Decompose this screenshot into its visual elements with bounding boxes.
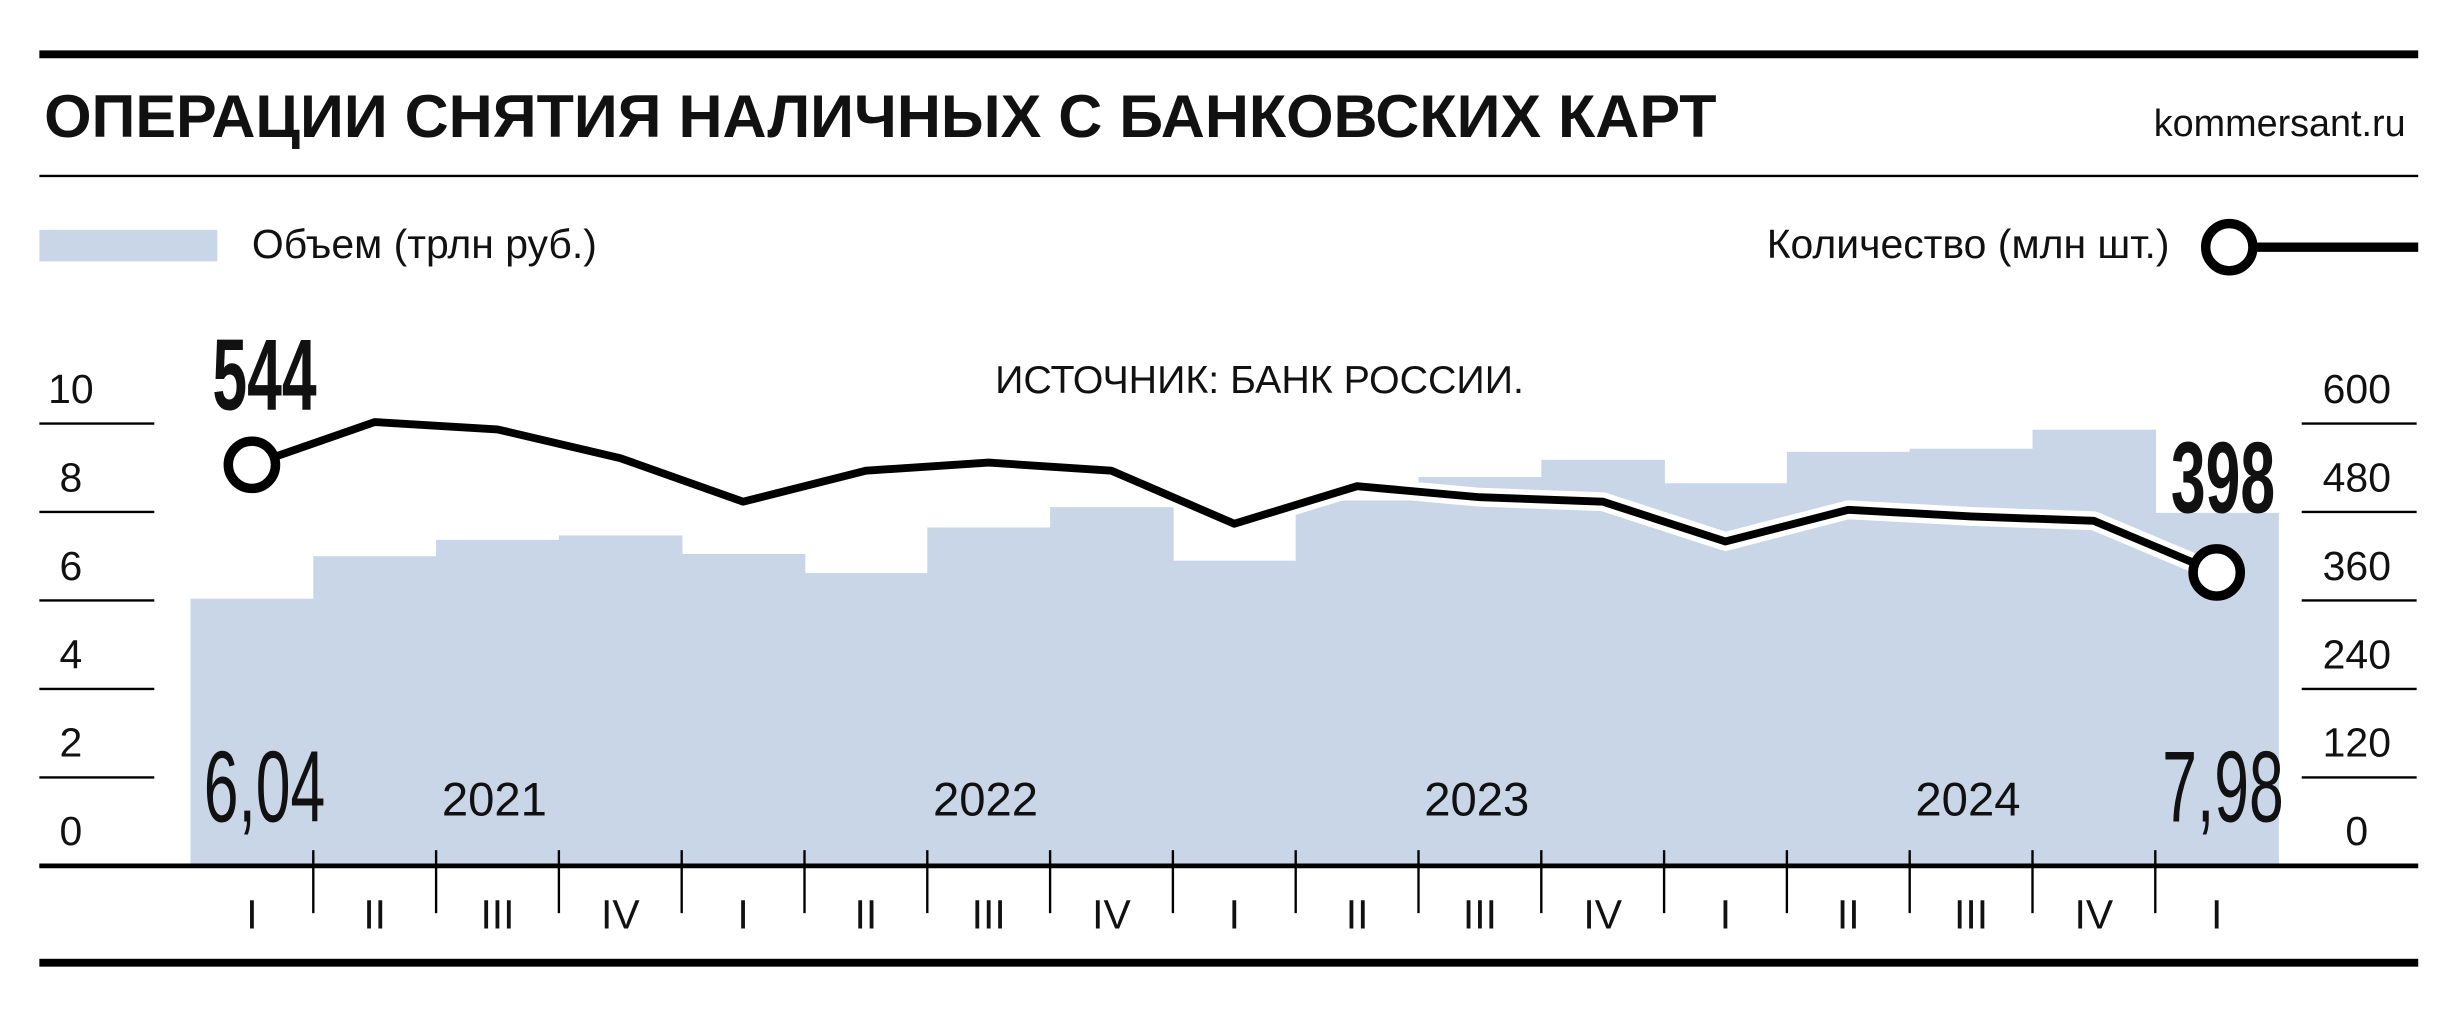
- x-tick-label: III: [480, 892, 514, 938]
- bar: [313, 556, 437, 866]
- x-tick-label: I: [1720, 892, 1731, 938]
- y2-tick-label: 600: [2323, 366, 2391, 412]
- bar: [1541, 459, 1665, 866]
- bar: [190, 598, 315, 866]
- x-tick-label: III: [972, 892, 1006, 938]
- legend-label: Объем (трлн руб.): [252, 221, 597, 267]
- x-tick-label: III: [1954, 892, 1988, 938]
- value-label: 7,98: [2162, 730, 2284, 843]
- bar: [1050, 507, 1174, 866]
- year-label: 2022: [933, 773, 1038, 826]
- top-rule: [39, 50, 2419, 59]
- source-site: kommersant.ru: [2154, 103, 2406, 145]
- bottom-rule: [39, 958, 2419, 967]
- bar: [804, 573, 929, 866]
- legend-swatch: [39, 229, 218, 262]
- y2-tick-label: 0: [2345, 808, 2368, 854]
- chart-title: ОПЕРАЦИИ СНЯТИЯ НАЛИЧНЫХ С БАНКОВСКИХ КА…: [44, 83, 1717, 150]
- bar: [681, 554, 806, 866]
- y2-tick-label: 480: [2323, 454, 2391, 500]
- value-label: 6,04: [204, 730, 326, 843]
- year-label: 2024: [1915, 773, 2020, 826]
- x-tick-label: IV: [1583, 892, 1622, 938]
- year-label: 2023: [1424, 773, 1529, 826]
- x-tick-label: I: [246, 892, 257, 938]
- y-tick-label: 6: [59, 543, 82, 589]
- x-tick-label: II: [363, 892, 386, 938]
- legend-marker: [2200, 218, 2258, 276]
- x-tick-label: II: [1837, 892, 1860, 938]
- x-tick-label: I: [737, 892, 748, 938]
- value-label: 398: [2171, 421, 2275, 534]
- y2-tick-label: 360: [2323, 543, 2391, 589]
- x-tick-label: IV: [1092, 892, 1131, 938]
- year-label: 2021: [442, 773, 547, 826]
- line: [250, 418, 2219, 577]
- y-tick-label: 0: [59, 808, 82, 854]
- y-tick-label: 4: [59, 631, 82, 677]
- annotation: ИСТОЧНИК: БАНК РОССИИ.: [995, 358, 1524, 402]
- x-tick-label: I: [2211, 892, 2222, 938]
- x-tick-label: II: [855, 892, 878, 938]
- y-tick-label: 2: [59, 720, 82, 766]
- y-tick-label: 10: [48, 366, 94, 412]
- y2-tick-label: 240: [2323, 631, 2391, 677]
- x-tick-label: III: [1463, 892, 1497, 938]
- x-tick-label: I: [1229, 892, 1240, 938]
- bar: [1172, 560, 1297, 866]
- y-tick-label: 8: [59, 454, 82, 500]
- bar: [1418, 477, 1543, 866]
- bar: [927, 527, 1051, 866]
- bar: [558, 535, 683, 866]
- x-tick-label: IV: [2075, 892, 2114, 938]
- legend-label: Количество (млн шт.): [1767, 221, 2170, 267]
- line-marker: [2188, 544, 2246, 601]
- line-marker: [223, 436, 281, 494]
- bar: [2032, 429, 2157, 866]
- header-rule: [39, 174, 2419, 178]
- x-tick-label: II: [1346, 892, 1369, 938]
- value-label: 544: [212, 318, 317, 431]
- bar: [436, 539, 560, 866]
- x-tick-label: IV: [601, 892, 640, 938]
- y2-tick-label: 120: [2323, 720, 2391, 766]
- bar: [1295, 500, 1420, 866]
